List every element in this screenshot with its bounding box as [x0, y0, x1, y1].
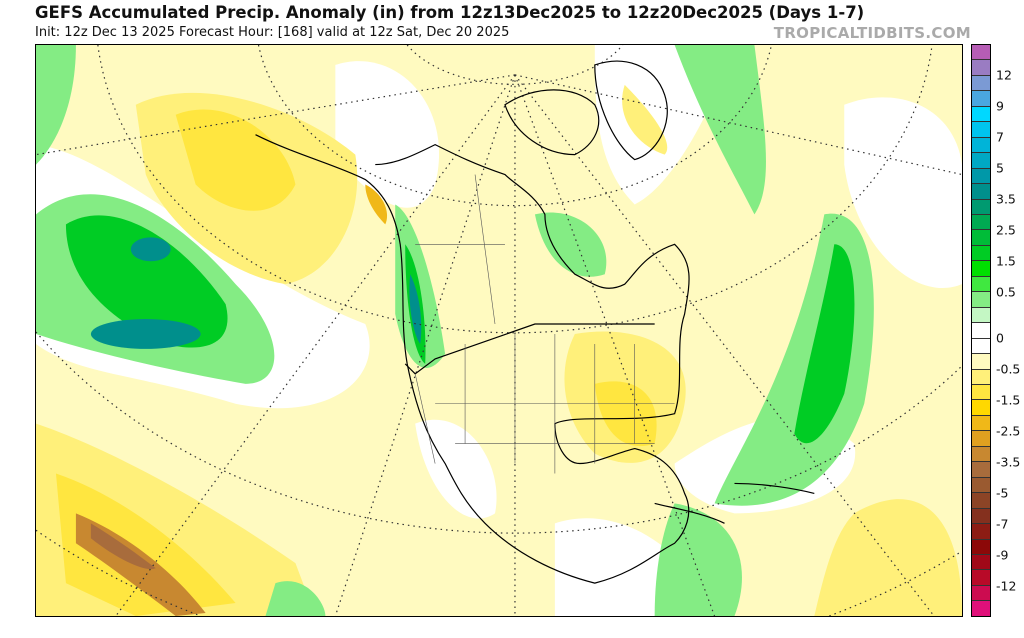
- colorbar-bin: [972, 585, 990, 602]
- colorbar-label: 7: [996, 129, 1004, 145]
- colorbar-label: 3.5: [996, 191, 1016, 207]
- colorbar-bin: [972, 45, 990, 61]
- colorbar-bin: [972, 369, 990, 385]
- colorbar-bin: [972, 462, 990, 478]
- colorbar-label: -5: [996, 485, 1009, 501]
- colorbar-label: -12: [996, 578, 1017, 594]
- colorbar-label: -0.5: [996, 361, 1021, 377]
- colorbar-bin: [972, 539, 990, 555]
- colorbar-label: -9: [996, 547, 1009, 563]
- colorbar-label: 0: [996, 330, 1004, 346]
- map-title: GEFS Accumulated Precip. Anomaly (in) fr…: [35, 3, 865, 22]
- colorbar-bin: [972, 477, 990, 494]
- colorbar-bin: [972, 230, 990, 246]
- colorbar-label: 0.5: [996, 284, 1016, 300]
- colorbar-bin: [972, 245, 990, 262]
- colorbar-bin: [972, 168, 990, 185]
- colorbar-label: 9: [996, 98, 1004, 114]
- colorbar-label: -2.5: [996, 423, 1021, 439]
- colorbar-bin: [972, 307, 990, 324]
- colorbar-bin: [972, 354, 990, 370]
- colorbar-label: -3.5: [996, 454, 1021, 470]
- colorbar-bin: [972, 524, 990, 540]
- colorbar-bin: [972, 199, 990, 215]
- colorbar-bin: [972, 184, 990, 200]
- colorbar-bin: [972, 415, 990, 432]
- colorbar-label: 12: [996, 67, 1012, 83]
- colorbar-bin: [972, 554, 990, 571]
- colorbar-bin: [972, 122, 990, 138]
- precip-anomaly-map: [35, 44, 963, 617]
- colorbar-bin: [972, 91, 990, 107]
- map-canvas: [36, 45, 962, 616]
- wet-anomaly-heavy: [90, 237, 422, 349]
- colorbar-bin: [972, 446, 990, 463]
- graticule: [36, 45, 962, 616]
- colorbar-label: -7: [996, 516, 1009, 532]
- colorbar-bin: [972, 75, 990, 92]
- colorbar-bin: [972, 214, 990, 231]
- colorbar-bin: [972, 384, 990, 401]
- colorbar-label: 2.5: [996, 222, 1016, 238]
- colorbar-label: 5: [996, 160, 1004, 176]
- colorbar-bin: [972, 106, 990, 123]
- colorbar: [971, 44, 991, 617]
- colorbar-bin: [972, 400, 990, 416]
- colorbar-bin: [972, 431, 990, 447]
- colorbar-label: -1.5: [996, 392, 1021, 408]
- colorbar-bin: [972, 292, 990, 308]
- map-subtitle: Init: 12z Dec 13 2025 Forecast Hour: [16…: [35, 25, 510, 40]
- colorbar-bin: [972, 323, 990, 339]
- colorbar-bin: [972, 508, 990, 525]
- colorbar-bin: [972, 601, 990, 616]
- colorbar-bin: [972, 338, 990, 355]
- colorbar-bin: [972, 570, 990, 586]
- colorbar-bin: [972, 137, 990, 154]
- brand-watermark: TROPICALTIDBITS.COM: [773, 24, 971, 42]
- colorbar-bin: [972, 493, 990, 509]
- colorbar-bin: [972, 261, 990, 277]
- dry-anomaly-core: [90, 523, 156, 570]
- colorbar-bin: [972, 153, 990, 169]
- coastlines: [255, 60, 815, 584]
- state-borders: [414, 174, 675, 474]
- colorbar-label: 1.5: [996, 253, 1016, 269]
- colorbar-bin: [972, 60, 990, 76]
- dry-anomaly-moderate: [55, 109, 657, 616]
- colorbar-bin: [972, 276, 990, 293]
- coastal-dry-core: [365, 184, 388, 225]
